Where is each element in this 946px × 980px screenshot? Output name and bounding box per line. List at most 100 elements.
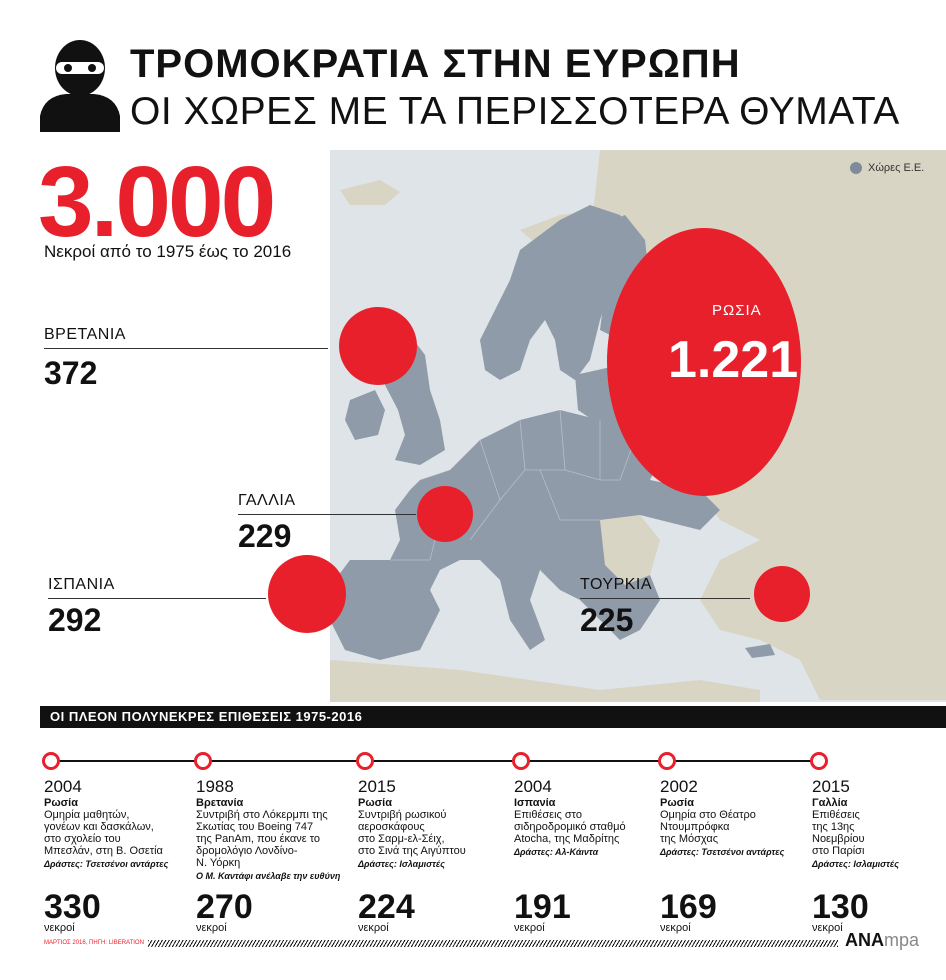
attack-deaths: 169 [660,888,717,926]
logo-ana: ΑΝΑ [845,930,884,950]
attack-country: Ισπανία [514,797,556,809]
attack-6: 2015 Γαλλία Επιθέσεις της 13ης Νοεμβρίου… [812,777,932,870]
spain-value: 292 [48,602,102,638]
legend-eu-label: Χώρες Ε.Ε. [868,162,925,174]
timeline-dot-2 [194,752,212,770]
attack-desc-line: Ομηρία μαθητών, [44,809,130,821]
attack-desc-line: στο σχολείο του [44,833,121,845]
attack-4: 2004 Ισπανία Επιθέσεις στο σιδηροδρομικό… [514,777,644,858]
france-value: 229 [238,518,292,554]
land-non-eu-balkans [600,515,660,585]
attack-country: Ρωσία [44,797,78,809]
attack-year: 2004 [44,777,82,796]
timeline-dot-5 [658,752,676,770]
attack-desc-line: γονέων και δασκάλων, [44,821,154,833]
total-deaths-value: 3.000 [38,146,276,258]
attack-desc-line: σιδηροδρομικό σταθμό [514,821,626,833]
land-eu-ireland [345,390,385,440]
timeline-line [50,760,820,762]
footer-source: ΜΑΡΤΙΟΣ 2016, ΠΗΓΗ: LIBERATION [44,940,144,946]
bubble-britain [339,307,417,385]
turkey-value: 225 [580,602,634,638]
attack-deaths-unit: νεκροί [196,922,227,934]
attack-desc-line: αεροσκάφους [358,821,425,833]
attack-year: 2004 [514,777,552,796]
attack-desc-line: της 13ης [812,821,855,833]
attack-desc-line: Μπεσλάν, στη Β. Οσετία [44,845,163,857]
france-label: ΓΑΛΛΙΑ [238,492,296,509]
attack-country: Βρετανία [196,797,244,809]
attack-desc-line: Σκωτίας του Boeing 747 [196,821,314,833]
attack-perpetrators: Δράστες: Ισλαμιστές [812,859,899,869]
attack-perpetrators: Ο Μ. Καντάφι ανέλαβε την ευθύνη [196,871,341,881]
bubble-spain [268,555,346,633]
attack-deaths: 130 [812,888,869,926]
attack-country: Ρωσία [358,797,392,809]
land-eu-cyprus [745,644,775,658]
attack-year: 2002 [660,777,698,796]
attack-deaths-unit: νεκροί [812,922,843,934]
attack-deaths-unit: νεκροί [514,922,545,934]
ana-mpa-logo: ΑΝΑmpa [845,930,919,951]
attack-desc-line: δρομολόγιο Λονδίνο- [196,845,298,857]
britain-label: ΒΡΕΤΑΝΙΑ [44,326,126,343]
turkey-label: ΤΟΥΡΚΙΑ [580,576,653,593]
attack-desc-line: Νοεμβρίου [812,833,865,845]
attack-3: 2015 Ρωσία Συντριβή ρωσικού αεροσκάφους … [358,777,488,870]
timeline-dot-1 [42,752,60,770]
attack-desc-line: Atocha, της Μαδρίτης [514,833,620,845]
page-title: ΤΡΟΜΟΚΡΑΤΙΑ ΣΤΗΝ ΕΥΡΩΠΗ [130,42,741,86]
attack-deaths-unit: νεκροί [44,922,75,934]
spain-rule [48,598,266,599]
attack-5: 2002 Ρωσία Ομηρία στο Θέατρο Ντουμπρόφκα… [660,777,790,858]
attack-1: 2004 Ρωσία Ομηρία μαθητών, γονέων και δα… [44,777,174,870]
footer-hatch-divider [148,940,838,947]
timeline-dot-6 [810,752,828,770]
land-non-eu-iceland [340,180,400,205]
legend-eu-swatch [850,162,862,175]
attack-year: 2015 [358,777,396,796]
attack-desc-line: Ντουμπρόφκα [660,821,730,833]
russia-value: 1.221 [668,331,799,389]
spain-label: ΙΣΠΑΝΙΑ [48,576,115,593]
attack-deaths-unit: νεκροί [660,922,691,934]
attack-perpetrators: Δράστες: Τσετσένοι αντάρτες [44,859,169,869]
attack-2: 1988 Βρετανία Συντριβή στο Λόκερμπι της … [196,777,346,882]
bubble-russia [607,228,801,496]
timeline-dot-3 [356,752,374,770]
france-rule [238,514,416,515]
bubble-france [417,486,473,542]
bubble-turkey [754,566,810,622]
attack-desc-line: στο Σαρμ-ελ-Σέιχ, [358,833,445,845]
attack-desc-line: Ομηρία στο Θέατρο [660,809,756,821]
attack-year: 2015 [812,777,850,796]
attack-desc-line: Ν. Υόρκη [196,857,241,869]
turkey-rule [580,598,750,599]
attack-desc-line: Επιθέσεις [812,809,860,821]
land-non-eu-africa [330,660,760,702]
attack-country: Ρωσία [660,797,694,809]
masked-person-icon [40,40,120,132]
attack-perpetrators: Δράστες: Τσετσένοι αντάρτες [660,847,785,857]
attack-desc-line: στο Παρίσι [812,845,865,857]
attack-year: 1988 [196,777,234,796]
map-legend: Χώρες Ε.Ε. [850,162,925,175]
attack-desc-line: της Μόσχας [660,833,719,845]
attack-deaths: 330 [44,888,101,926]
page-subtitle: ΟΙ ΧΩΡΕΣ ΜΕ ΤΑ ΠΕΡΙΣΣΟΤΕΡΑ ΘΥΜΑΤΑ [130,90,900,133]
attack-desc-line: Επιθέσεις στο [514,809,582,821]
attack-perpetrators: Δράστες: Αλ-Κάιντα [514,847,599,857]
attack-deaths: 224 [358,888,415,926]
attack-desc-line: Συντριβή ρωσικού [358,809,447,821]
attack-deaths: 270 [196,888,253,926]
britain-value: 372 [44,355,98,391]
country-borders [390,409,641,561]
attack-deaths-unit: νεκροί [358,922,389,934]
attack-desc-line: Συντριβή στο Λόκερμπι της [196,809,328,821]
britain-rule [44,348,328,349]
russia-label: ΡΩΣΙΑ [712,302,762,319]
total-deaths-caption: Νεκροί από το 1975 έως το 2016 [44,242,292,261]
section-title-bar: ΟΙ ΠΛΕΟΝ ΠΟΛΥΝΕΚΡΕΣ ΕΠΙΘΕΣΕΙΣ 1975-2016 [40,706,946,728]
attack-deaths: 191 [514,888,571,926]
attack-country: Γαλλία [812,797,848,809]
